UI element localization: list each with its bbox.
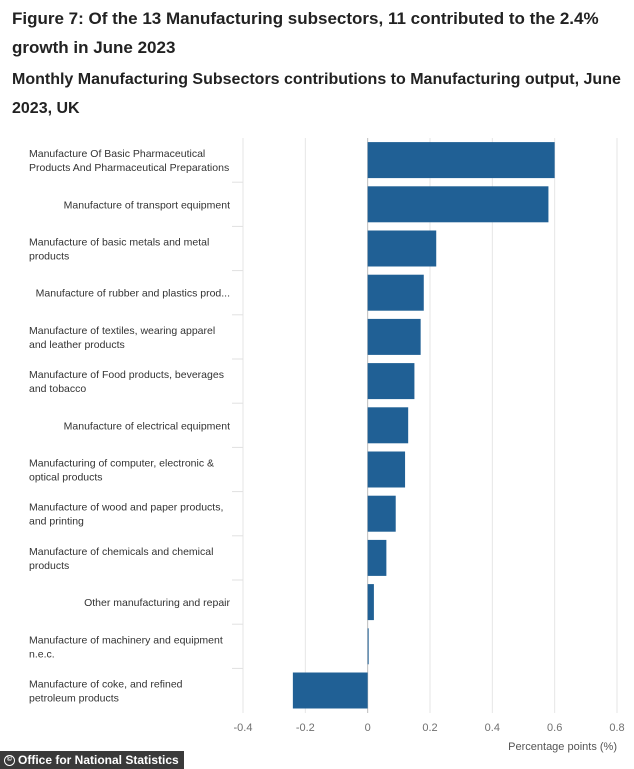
category-label-line: optical products — [29, 472, 103, 484]
bar — [367, 451, 406, 488]
category-label-line: and printing — [29, 516, 84, 528]
bar — [367, 186, 549, 223]
category-label-line: Products And Pharmaceutical Preparations — [29, 162, 229, 174]
x-tick-label: 0.8 — [609, 722, 624, 734]
chart-subtitle: Monthly Manufacturing Subsectors contrib… — [12, 71, 621, 117]
bar — [367, 539, 387, 576]
x-tick-label: 0.2 — [422, 722, 437, 734]
category-label-line: Manufacture of textiles, wearing apparel — [29, 325, 215, 337]
x-tick-label: -0.2 — [296, 722, 315, 734]
category-label: Manufacture of textiles, wearing apparel… — [29, 325, 215, 351]
bar — [367, 628, 369, 665]
x-tick-label: -0.4 — [234, 722, 253, 734]
bar — [367, 407, 409, 444]
category-label-line: products — [29, 251, 69, 263]
category-label-line: Manufacture of basic metals and metal — [29, 237, 209, 249]
x-tick-label: 0.6 — [547, 722, 562, 734]
category-label-line: Manufacture of wood and paper products, — [29, 502, 223, 514]
bar — [367, 363, 415, 400]
category-label-line: Manufacture of Food products, beverages — [29, 369, 224, 381]
footer-label: Office for National Statistics — [18, 753, 179, 767]
chart-title: Figure 7: Of the 13 Manufacturing subsec… — [12, 9, 599, 57]
category-label-line: and tobacco — [29, 383, 86, 395]
category-label: Manufacture of Food products, beverages a… — [29, 369, 224, 395]
x-tick-label: 0 — [365, 722, 371, 734]
category-label: Manufacture of machinery and equipment n.… — [29, 634, 223, 660]
category-label-line: n.e.c. — [29, 648, 55, 660]
ons-footer: © Office for National Statistics — [0, 751, 184, 769]
category-label: Manufacture of basic metals and metal pro… — [29, 237, 209, 263]
category-label: Manufacture of coke, and refined petroleu… — [29, 679, 183, 705]
category-label-line: Manufacture of machinery and equipment — [29, 634, 223, 646]
bar — [367, 318, 421, 355]
bar — [367, 230, 437, 267]
bar — [367, 495, 396, 532]
category-label-line: Manufacture Of Basic Pharmaceutical — [29, 148, 205, 160]
bar — [367, 584, 374, 621]
category-label-line: Manufacture of rubber and plastics prod.… — [36, 288, 230, 300]
category-label: Other manufacturing and repair — [84, 597, 230, 609]
category-label-line: Manufacture of transport equipment — [64, 199, 230, 211]
category-label: Manufacture of rubber and plastics prod.… — [36, 288, 230, 300]
category-label: Manufacture of electrical equipment — [64, 420, 230, 432]
category-label: Manufacture of transport equipment — [64, 199, 230, 211]
category-label-line: and leather products — [29, 339, 125, 351]
category-label: Manufacture of chemicals and chemical pro… — [29, 546, 213, 572]
bar — [292, 672, 368, 709]
x-tick-label: 0.4 — [485, 722, 500, 734]
category-label: Manufacturing of computer, electronic & o… — [29, 458, 214, 484]
category-label-line: products — [29, 560, 69, 572]
bar — [367, 274, 424, 311]
bar — [367, 142, 555, 179]
category-label-line: Manufacturing of computer, electronic & — [29, 458, 214, 470]
category-label-line: Manufacture of electrical equipment — [64, 420, 230, 432]
category-label-line: Manufacture of chemicals and chemical — [29, 546, 213, 558]
category-label-line: petroleum products — [29, 693, 119, 705]
copyright-icon: © — [4, 754, 15, 766]
category-label-line: Other manufacturing and repair — [84, 597, 230, 609]
category-label-line: Manufacture of coke, and refined — [29, 679, 183, 691]
category-label: Manufacture Of Basic Pharmaceutical Produ… — [29, 148, 229, 174]
category-label: Manufacture of wood and paper products, a… — [29, 502, 223, 528]
x-axis-label: Percentage points (%) — [508, 741, 617, 753]
